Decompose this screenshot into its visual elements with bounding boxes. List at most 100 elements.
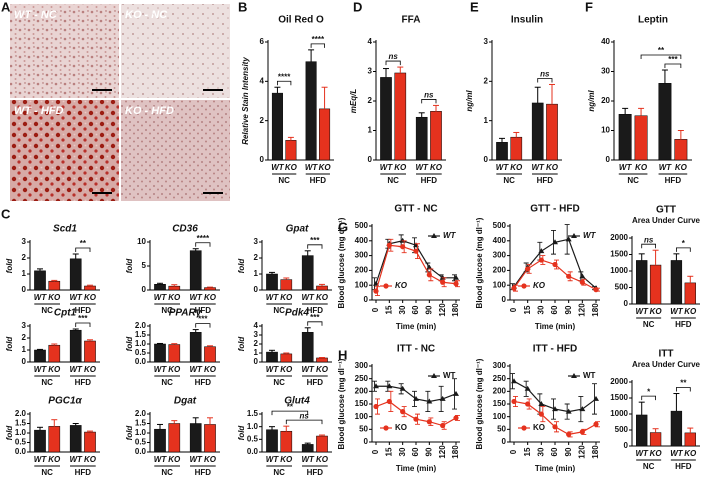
x-tick-label: 60: [411, 447, 420, 456]
point: [373, 288, 379, 294]
x-tick-label: WT: [531, 163, 545, 172]
bar: [280, 430, 293, 453]
point: [579, 273, 586, 279]
x-tick-label: 60: [411, 305, 420, 314]
legend-label: WT: [583, 231, 597, 240]
y-tick-label: 2: [368, 96, 373, 105]
y-tick-label: 10: [601, 126, 610, 135]
x-tick-label: 30: [398, 447, 407, 456]
point: [525, 401, 531, 407]
y-tick-label: 1: [254, 348, 259, 357]
y-tick-label: 100: [493, 412, 507, 421]
bar: [674, 139, 688, 161]
sig-bracket: [537, 78, 553, 83]
y-axis-label: fold: [5, 336, 14, 352]
x-tick-label: 180: [451, 445, 460, 459]
x-tick-label: WT: [301, 293, 315, 302]
y-tick-label: 3: [254, 237, 259, 246]
y-tick-label: 0: [254, 357, 259, 366]
y-tick-label: 1.5: [135, 419, 147, 428]
bar: [684, 282, 696, 305]
chart-title: FFA: [402, 15, 421, 26]
group-label: HFD: [195, 306, 212, 315]
point: [440, 422, 446, 429]
group-label: HFD: [421, 176, 438, 185]
group-label: NC: [273, 306, 285, 315]
point: [426, 419, 432, 425]
panel-letter: C: [1, 206, 11, 221]
bar: [48, 280, 61, 291]
point: [565, 236, 572, 242]
x-tick-label: KO: [280, 455, 293, 464]
bar: [189, 332, 202, 363]
y-tick-label: 2.0: [15, 409, 27, 418]
legend-label: KO: [395, 281, 408, 290]
bar: [670, 410, 683, 447]
sig-bracket: [307, 244, 323, 249]
x-tick-label: 120: [438, 445, 447, 459]
bar: [316, 357, 328, 363]
point: [373, 403, 379, 410]
legend-label: KO: [533, 281, 546, 290]
point: [426, 398, 433, 404]
group-label: NC: [643, 320, 655, 329]
x-tick-label: 0: [509, 449, 518, 454]
x-tick-label: KO: [430, 163, 443, 172]
x-tick-label: KO: [316, 455, 329, 464]
chart: GTT - NC Blood glucose (mg dl⁻¹) 0 100 200 30…: [337, 204, 460, 331]
bar: [301, 332, 314, 363]
y-tick-label: 300: [493, 251, 507, 260]
y-tick-label: 300: [355, 251, 369, 260]
x-tick-label: WT: [34, 293, 48, 302]
point: [566, 431, 572, 437]
point: [426, 264, 433, 270]
chart: ITT - HFD Blood glucose (mg dl⁻¹) 0 50 100 15…: [475, 344, 600, 473]
x-tick-label: WT: [189, 455, 203, 464]
micrograph-label: KO - NC: [125, 9, 168, 21]
bar: [496, 142, 508, 161]
point: [453, 274, 459, 280]
sig-bracket: [271, 410, 309, 416]
y-tick-label: 100: [355, 412, 369, 421]
chart-title: Scd1: [53, 224, 77, 235]
bar: [204, 287, 216, 291]
y-axis-label: ng/ml: [587, 90, 596, 112]
y-tick-label: 100: [355, 280, 369, 289]
bar: [670, 260, 683, 305]
x-tick-label: WT: [635, 307, 649, 316]
x-tick-label: WT: [380, 163, 394, 172]
bar: [266, 429, 278, 453]
y-tick-label: 1: [22, 269, 27, 278]
point: [386, 398, 392, 405]
bar: [189, 423, 202, 453]
sig-bracket: [385, 60, 401, 66]
y-tick-label: 0: [22, 285, 27, 294]
bar: [69, 258, 82, 291]
y-tick-label: 300: [355, 361, 369, 370]
point: [579, 429, 585, 435]
point: [440, 279, 446, 285]
bar: [430, 111, 442, 161]
group-label: NC: [41, 306, 53, 315]
y-tick-label: 500: [615, 283, 629, 292]
chart-title: GTT: [656, 205, 676, 216]
sig-label: ns: [424, 91, 434, 100]
point: [524, 385, 531, 391]
bar: [649, 264, 662, 305]
x-tick-label: KO: [84, 293, 97, 302]
y-tick-label: 0: [502, 295, 507, 304]
y-tick-label: 150: [493, 399, 507, 408]
y-tick-label: 4: [368, 37, 373, 46]
bar: [280, 279, 293, 291]
bar: [34, 349, 46, 363]
legend-marker: [571, 373, 577, 378]
x-tick-label: KO: [48, 365, 61, 374]
y-tick-label: 1.0: [135, 339, 147, 348]
x-tick-label: KO: [285, 163, 298, 172]
x-tick-label: KO: [316, 293, 329, 302]
x-tick-label: KO: [48, 293, 61, 302]
sig-label: **: [287, 402, 294, 411]
y-tick-label: 0.0: [135, 357, 147, 366]
legend-marker: [571, 233, 577, 238]
